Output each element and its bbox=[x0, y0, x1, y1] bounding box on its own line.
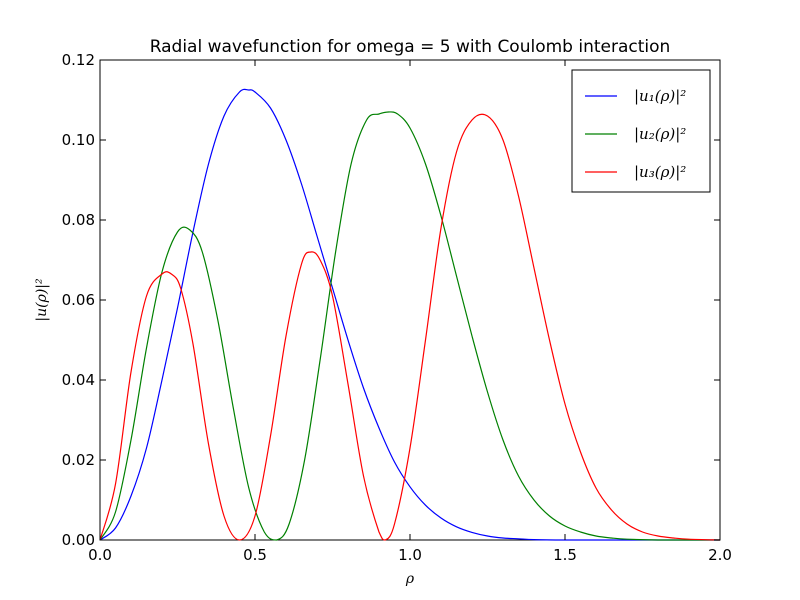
y-tick-label: 0.04 bbox=[62, 371, 95, 389]
x-tick-label: 1.5 bbox=[553, 546, 577, 564]
series-line-1 bbox=[99, 88, 720, 541]
legend-label-2: |u₂(ρ)|² bbox=[634, 125, 686, 143]
y-tick-label: 0.10 bbox=[62, 131, 95, 149]
legend: |u₁(ρ)|² |u₂(ρ)|² |u₃(ρ)|² bbox=[571, 69, 711, 193]
chart-title: Radial wavefunction for omega = 5 with C… bbox=[150, 37, 671, 57]
series-line-2 bbox=[99, 111, 720, 541]
x-tick-label: 0.5 bbox=[243, 546, 267, 564]
x-tick-label: 0.0 bbox=[88, 546, 112, 564]
legend-label-3: |u₃(ρ)|² bbox=[634, 163, 686, 181]
plot-area: 0.0 0.5 1.0 1.5 2.0 0.00 0.02 0.04 0.06 0.08 0.10 0… bbox=[62, 51, 732, 564]
y-tick-label: 0.06 bbox=[62, 291, 95, 309]
y-tick-label: 0.08 bbox=[62, 211, 95, 229]
series-layer bbox=[99, 88, 721, 541]
y-tick-label: 0.00 bbox=[62, 531, 95, 549]
x-tick-label: 2.0 bbox=[708, 546, 732, 564]
legend-label-1: |u₁(ρ)|² bbox=[634, 87, 686, 105]
x-axis-label: ρ bbox=[405, 571, 415, 587]
x-tick-label: 1.0 bbox=[398, 546, 422, 564]
y-axis-label: |u(ρ)|² bbox=[34, 278, 50, 322]
y-tick-label: 0.02 bbox=[62, 451, 95, 469]
series-line-3 bbox=[99, 113, 721, 541]
y-tick-label: 0.12 bbox=[62, 51, 95, 69]
ticks-layer: 0.0 0.5 1.0 1.5 2.0 0.00 0.02 0.04 0.06 0.08 0.10 0… bbox=[62, 51, 732, 564]
